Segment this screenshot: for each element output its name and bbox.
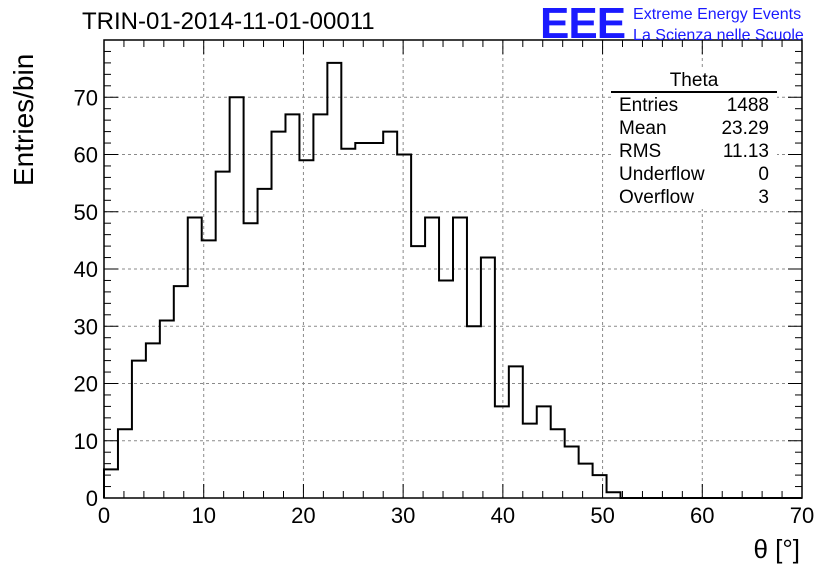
y-tick-label: 30 [74, 314, 98, 339]
histogram-bin [593, 475, 607, 498]
histogram-bin [188, 217, 202, 498]
logo-text: Extreme Energy Events La Scienza nelle S… [633, 4, 804, 46]
chart-title: TRIN-01-2014-11-01-00011 [82, 8, 375, 35]
y-tick-label: 20 [74, 372, 98, 397]
eee-logo: EEE Extreme Energy Events La Scienza nel… [540, 2, 804, 46]
stats-value: 11.13 [722, 141, 769, 162]
stats-value: 23.29 [721, 118, 769, 139]
stats-title: Theta [611, 70, 777, 93]
histogram-bin [411, 246, 425, 498]
histogram-bin [202, 240, 216, 498]
y-tick-label: 60 [74, 143, 98, 168]
y-tick-label: 40 [74, 257, 98, 282]
histogram-bin [355, 143, 369, 498]
histogram-bin [523, 424, 537, 498]
histogram-bin [467, 326, 481, 498]
stats-value: 3 [758, 187, 769, 208]
x-tick-label: 20 [291, 503, 315, 528]
stats-value: 0 [758, 164, 769, 185]
histogram-bin [160, 321, 174, 498]
histogram-bin [481, 258, 495, 498]
x-tick-label: 0 [98, 503, 110, 528]
y-tick-label: 70 [74, 85, 98, 110]
histogram-bin [579, 464, 593, 498]
histogram-bin [509, 366, 523, 498]
x-tick-label: 50 [590, 503, 614, 528]
histogram-bin [313, 114, 327, 498]
x-axis-label: θ [°] [753, 534, 800, 564]
histogram-bin [453, 217, 467, 498]
stats-box: Theta Entries 1488 Mean 23.29 RMS 11.13 Und… [611, 70, 777, 209]
histogram-bin [565, 446, 579, 498]
y-axis-label: Entries/bin [8, 53, 39, 186]
stats-label: RMS [619, 141, 662, 162]
stats-label: Entries [619, 95, 679, 116]
histogram-bin [383, 132, 397, 498]
histogram-bin [244, 223, 258, 498]
histogram-bin [299, 160, 313, 498]
histogram-bin [327, 63, 341, 498]
histogram-bin [551, 429, 565, 498]
logo-line-2: La Scienza nelle Scuole [633, 27, 804, 44]
histogram-outline [103, 61, 802, 499]
stats-row: Overflow 3 [611, 186, 777, 209]
histogram-bin [397, 155, 411, 499]
stats-value: 1488 [726, 95, 769, 116]
histogram [103, 61, 802, 499]
histogram-bin [132, 361, 146, 498]
stats-label: Mean [619, 118, 667, 139]
stats-row: Entries 1488 [611, 94, 777, 117]
histogram-bin [495, 406, 509, 498]
y-tick-label: 50 [74, 200, 98, 225]
axis-ticks [103, 39, 803, 499]
histogram-bin [272, 132, 286, 498]
stats-label: Underflow [619, 164, 705, 185]
histogram-bin [425, 217, 439, 498]
histogram-bin [118, 429, 132, 498]
histogram-bin [146, 343, 160, 498]
histogram-bin [174, 286, 188, 498]
y-tick-label: 0 [86, 486, 98, 511]
x-tick-label: 60 [690, 503, 714, 528]
logo-mark: EEE [540, 0, 626, 48]
histogram-bin [104, 469, 118, 498]
histogram-bin [341, 149, 355, 498]
x-tick-label: 70 [790, 503, 814, 528]
logo-line-1: Extreme Energy Events [633, 6, 802, 23]
stats-row: Mean 23.29 [611, 117, 777, 140]
stats-label: Overflow [619, 187, 694, 208]
histogram-bin [258, 189, 272, 498]
x-tick-label: 10 [191, 503, 215, 528]
histogram-bin [439, 280, 453, 498]
y-tick-label: 10 [74, 429, 98, 454]
stats-row: RMS 11.13 [611, 140, 777, 163]
histogram-bin [369, 143, 383, 498]
stats-row: Underflow 0 [611, 163, 777, 186]
histogram-bin [537, 406, 551, 498]
x-tick-label: 40 [491, 503, 515, 528]
histogram-bin [285, 114, 299, 498]
histogram-bin [230, 97, 244, 498]
histogram-bin [216, 172, 230, 498]
x-tick-label: 30 [391, 503, 415, 528]
histogram-bin [607, 492, 621, 498]
